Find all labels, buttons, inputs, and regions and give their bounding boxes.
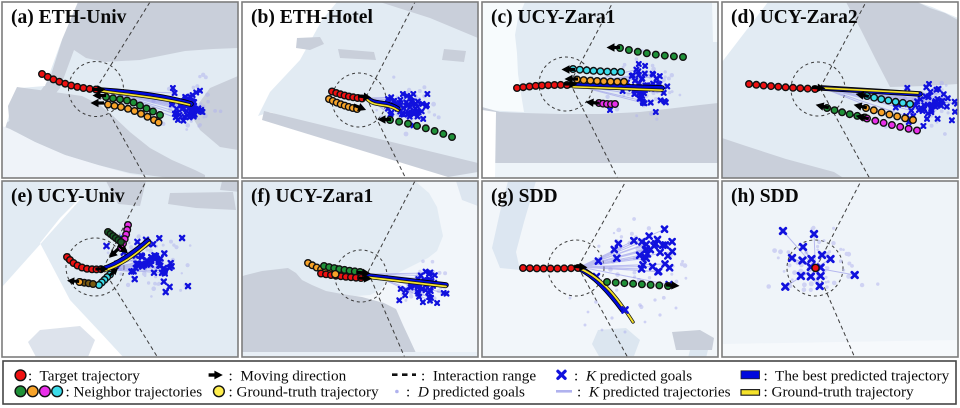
svg-text:(h) SDD: (h) SDD (731, 186, 799, 207)
svg-text:: Neighbor trajectories: : Neighbor trajectories (66, 383, 203, 400)
svg-text:(d) UCY-Zara2: (d) UCY-Zara2 (731, 7, 858, 28)
svg-text:: K predicted goals: : K predicted goals (574, 367, 692, 384)
svg-text:(f) UCY-Zara1: (f) UCY-Zara1 (251, 186, 373, 207)
svg-text:: Target trajectory: : Target trajectory (28, 367, 140, 384)
svg-text:: Interaction range: : Interaction range (421, 367, 536, 384)
svg-text:: The best predicted trajecto: : The best predicted trajectory (764, 367, 950, 384)
svg-text:: Moving direction: : Moving direction (229, 367, 347, 384)
svg-text:: Ground-truth trajectory: : Ground-truth trajectory (229, 383, 380, 400)
svg-text:(g) SDD: (g) SDD (491, 186, 558, 207)
svg-text:(a) ETH-Univ: (a) ETH-Univ (11, 7, 127, 28)
svg-text:(b) ETH-Hotel: (b) ETH-Hotel (251, 7, 373, 28)
svg-text:: K predicted trajectories: : K predicted trajectories (577, 383, 731, 400)
svg-text:(e) UCY-Univ: (e) UCY-Univ (11, 186, 125, 207)
svg-text:: Ground-truth trajectory: : Ground-truth trajectory (764, 383, 915, 400)
svg-text:: D predicted goals: : D predicted goals (406, 383, 525, 400)
svg-text:(c) UCY-Zara1: (c) UCY-Zara1 (491, 7, 615, 28)
